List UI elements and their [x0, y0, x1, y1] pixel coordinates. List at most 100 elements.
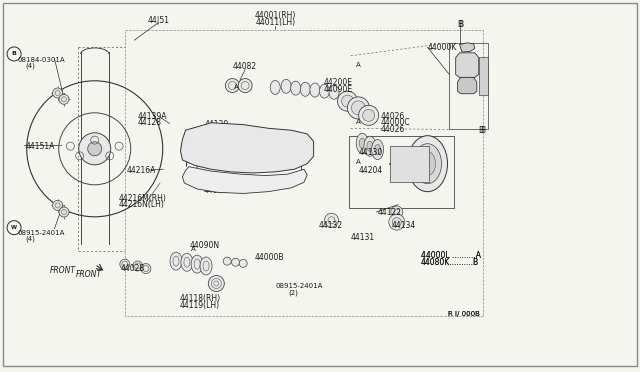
Circle shape: [120, 259, 130, 269]
Circle shape: [7, 221, 21, 235]
Ellipse shape: [170, 252, 182, 270]
Circle shape: [88, 142, 102, 156]
Text: 44216N(LH): 44216N(LH): [118, 200, 164, 209]
Circle shape: [391, 206, 403, 218]
Circle shape: [348, 97, 369, 119]
Circle shape: [351, 101, 365, 115]
Circle shape: [392, 218, 401, 227]
Text: 44000L ..........A: 44000L ..........A: [421, 251, 481, 260]
Text: 44122: 44122: [378, 208, 402, 217]
Text: 44139: 44139: [204, 186, 228, 195]
Circle shape: [238, 78, 252, 93]
Circle shape: [358, 105, 379, 125]
Ellipse shape: [420, 152, 435, 176]
Ellipse shape: [413, 144, 442, 184]
Text: FRONT: FRONT: [50, 266, 76, 275]
Text: 44130: 44130: [358, 148, 383, 157]
Ellipse shape: [367, 141, 373, 151]
Circle shape: [337, 91, 358, 111]
Text: 44000K: 44000K: [428, 43, 457, 52]
Circle shape: [342, 95, 353, 107]
Ellipse shape: [374, 145, 381, 154]
Ellipse shape: [359, 138, 365, 148]
Text: 44000L ..........A: 44000L ..........A: [421, 251, 481, 260]
Circle shape: [52, 88, 63, 98]
Text: 44131: 44131: [351, 233, 375, 242]
Ellipse shape: [319, 84, 330, 98]
Text: 44139A: 44139A: [138, 112, 167, 121]
Text: 44204: 44204: [358, 166, 383, 174]
Text: A: A: [234, 84, 239, 90]
Text: 44026: 44026: [381, 112, 405, 121]
Circle shape: [232, 258, 239, 266]
Text: 44082: 44082: [233, 62, 257, 71]
Text: B: B: [458, 20, 463, 29]
Bar: [349, 136, 454, 208]
Circle shape: [52, 201, 63, 210]
Circle shape: [7, 47, 21, 61]
Circle shape: [59, 207, 69, 217]
Text: 44080K..........B: 44080K..........B: [421, 258, 479, 267]
Ellipse shape: [270, 80, 280, 94]
Text: 44028: 44028: [120, 264, 145, 273]
Text: (4): (4): [26, 63, 35, 70]
Polygon shape: [180, 123, 314, 173]
Text: 44080K..........B: 44080K..........B: [421, 258, 479, 267]
Ellipse shape: [300, 82, 310, 96]
Ellipse shape: [200, 257, 212, 275]
Polygon shape: [182, 167, 307, 193]
Text: 44090E: 44090E: [323, 85, 353, 94]
Ellipse shape: [329, 85, 339, 99]
Ellipse shape: [191, 255, 203, 273]
Circle shape: [239, 259, 247, 267]
Circle shape: [59, 94, 69, 104]
Ellipse shape: [372, 140, 383, 160]
Text: 44216A: 44216A: [127, 166, 156, 174]
Text: 44132: 44132: [319, 221, 343, 230]
Text: A: A: [356, 119, 361, 125]
Text: 08184-0301A: 08184-0301A: [18, 57, 65, 62]
Ellipse shape: [291, 81, 301, 95]
Text: 44118(RH): 44118(RH): [179, 294, 220, 303]
Bar: [390, 146, 429, 182]
Circle shape: [225, 78, 239, 93]
Text: A: A: [248, 187, 253, 193]
Circle shape: [209, 275, 225, 292]
Circle shape: [324, 213, 339, 227]
Ellipse shape: [356, 133, 368, 153]
Text: 44128: 44128: [138, 118, 162, 126]
Text: B: B: [479, 126, 484, 135]
Text: 44139: 44139: [205, 120, 229, 129]
Text: (2): (2): [288, 290, 298, 296]
Text: 44000B: 44000B: [255, 253, 284, 262]
Text: B: B: [12, 51, 17, 57]
Text: A: A: [248, 140, 253, 145]
Ellipse shape: [364, 136, 376, 156]
Text: 44151A: 44151A: [26, 142, 55, 151]
Polygon shape: [456, 53, 479, 77]
Text: (4): (4): [26, 236, 35, 243]
Ellipse shape: [408, 136, 447, 192]
Text: R I/ 000B: R I/ 000B: [448, 311, 480, 317]
Ellipse shape: [310, 83, 320, 97]
Text: 44001(RH): 44001(RH): [255, 11, 296, 20]
Text: 44000C: 44000C: [381, 118, 410, 127]
Circle shape: [223, 257, 231, 265]
Polygon shape: [460, 43, 475, 52]
Text: 44|51: 44|51: [148, 16, 170, 25]
Text: 08915-2401A: 08915-2401A: [18, 230, 65, 235]
Text: 08915-2401A: 08915-2401A: [275, 283, 323, 289]
Text: B: B: [480, 126, 485, 135]
Text: 44090N: 44090N: [190, 241, 220, 250]
Text: A: A: [193, 150, 198, 155]
Circle shape: [388, 214, 404, 230]
Text: B: B: [457, 20, 462, 29]
Text: 44134: 44134: [392, 221, 416, 230]
Polygon shape: [458, 77, 477, 94]
Text: A: A: [356, 159, 361, 165]
Text: 44119(LH): 44119(LH): [179, 301, 220, 310]
Text: 44200E: 44200E: [323, 78, 352, 87]
Text: A: A: [191, 246, 196, 252]
Circle shape: [79, 133, 111, 165]
Text: 44026: 44026: [381, 125, 405, 134]
